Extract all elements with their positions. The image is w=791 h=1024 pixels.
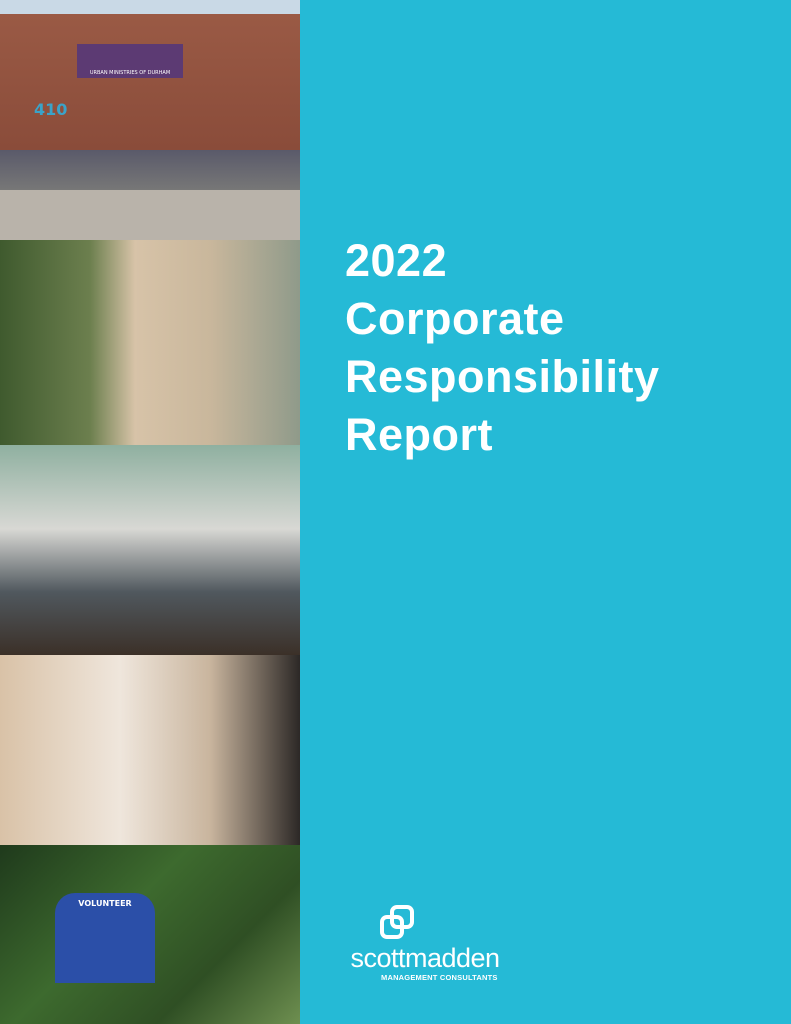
title-line: Corporate: [345, 293, 565, 344]
interlocking-squares-icon: [380, 905, 414, 939]
volunteer-shirt: VOLUNTEER: [55, 893, 155, 983]
photo-bike-assembly: [0, 655, 300, 845]
photo-people-talking: [0, 240, 300, 445]
title-line: Report: [345, 409, 493, 460]
title-line: 2022: [345, 235, 448, 286]
photo-collage: URBAN MINISTRIES OF DURHAM 410 VOLUNTEER: [0, 0, 300, 1024]
logo-tagline: MANAGEMENT CONSULTANTS: [381, 973, 498, 982]
building-number: 410: [34, 100, 68, 119]
report-title: 2022 Corporate Responsibility Report: [345, 232, 660, 464]
company-logo: scottmadden MANAGEMENT CONSULTANTS: [343, 905, 513, 982]
awning-sign: URBAN MINISTRIES OF DURHAM: [77, 44, 183, 78]
photo-group-outside-building: URBAN MINISTRIES OF DURHAM 410: [0, 0, 300, 240]
photo-volunteer-high-five: VOLUNTEER: [0, 845, 300, 1024]
title-line: Responsibility: [345, 351, 660, 402]
logo-wordmark: scottmadden: [350, 943, 500, 973]
photo-office-laptops: [0, 445, 300, 655]
